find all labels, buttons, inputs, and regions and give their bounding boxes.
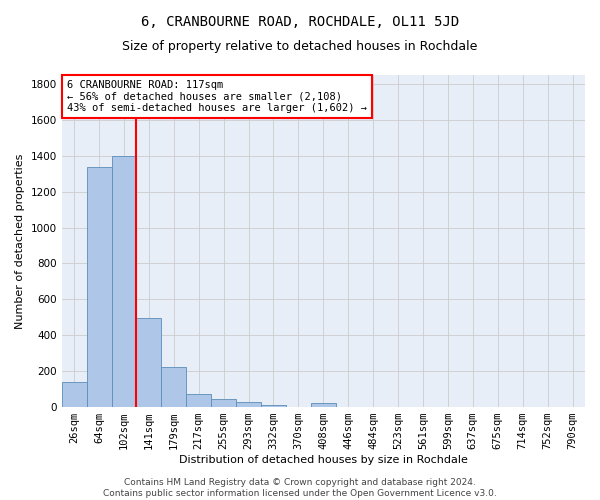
Bar xyxy=(136,318,161,407)
Bar xyxy=(186,394,211,407)
Text: 6, CRANBOURNE ROAD, ROCHDALE, OL11 5JD: 6, CRANBOURNE ROAD, ROCHDALE, OL11 5JD xyxy=(141,15,459,29)
Text: Size of property relative to detached houses in Rochdale: Size of property relative to detached ho… xyxy=(122,40,478,53)
X-axis label: Distribution of detached houses by size in Rochdale: Distribution of detached houses by size … xyxy=(179,455,468,465)
Bar xyxy=(112,156,136,407)
Y-axis label: Number of detached properties: Number of detached properties xyxy=(15,154,25,328)
Bar xyxy=(161,366,186,407)
Bar xyxy=(236,402,261,407)
Bar xyxy=(261,404,286,407)
Bar xyxy=(62,382,86,407)
Bar xyxy=(211,399,236,407)
Bar xyxy=(311,404,336,407)
Text: 6 CRANBOURNE ROAD: 117sqm
← 56% of detached houses are smaller (2,108)
43% of se: 6 CRANBOURNE ROAD: 117sqm ← 56% of detac… xyxy=(67,80,367,113)
Text: Contains HM Land Registry data © Crown copyright and database right 2024.
Contai: Contains HM Land Registry data © Crown c… xyxy=(103,478,497,498)
Bar xyxy=(86,166,112,407)
